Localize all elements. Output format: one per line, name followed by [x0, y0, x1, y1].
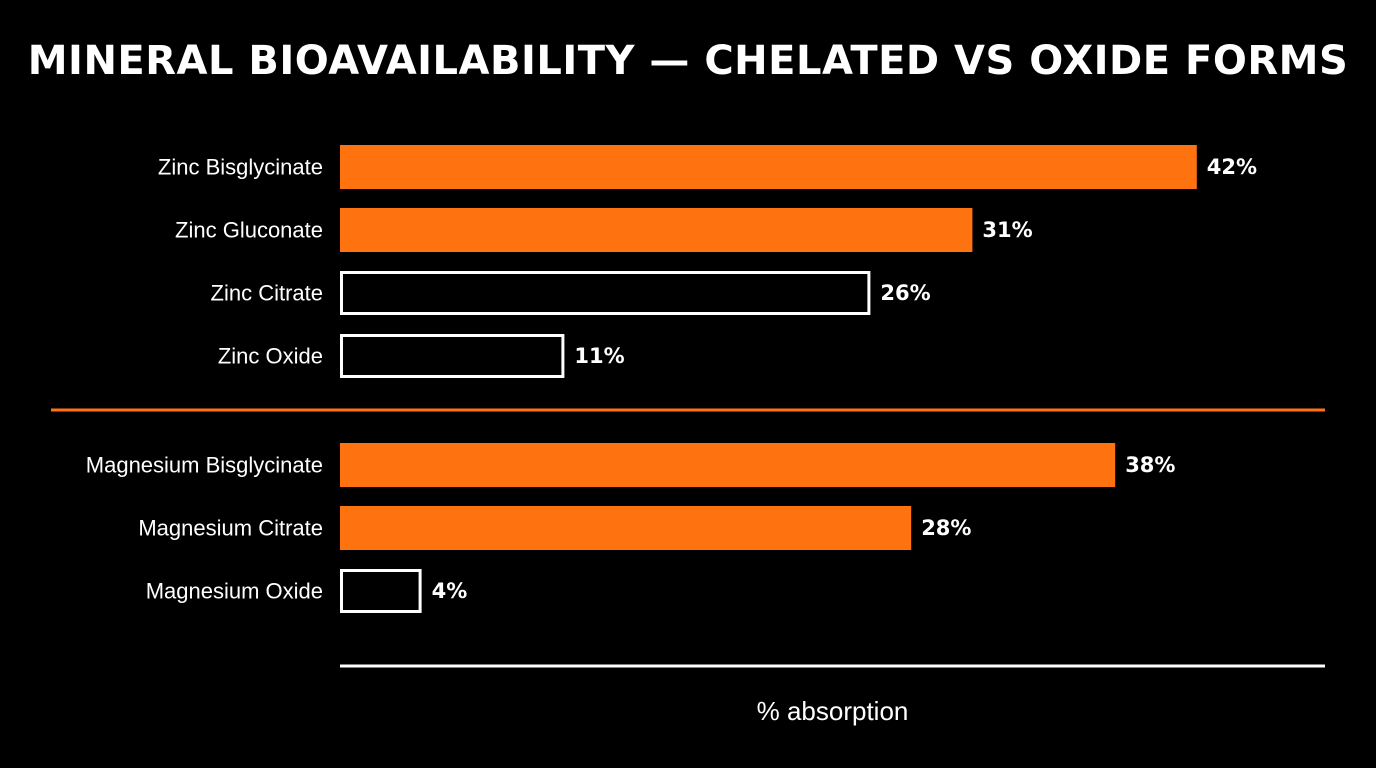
value-label-zinc-citrate: 26% — [880, 281, 930, 305]
bar-zinc-gluconate — [340, 208, 973, 252]
category-label-zinc-gluconate: Zinc Gluconate — [175, 218, 323, 243]
category-label-zinc-citrate: Zinc Citrate — [211, 281, 323, 306]
chart-title: MINERAL BIOAVAILABILITY — CHELATED VS OX… — [27, 38, 1349, 84]
category-label-magnesium-oxide: Magnesium Oxide — [146, 579, 323, 604]
value-label-zinc-gluconate: 31% — [982, 218, 1032, 242]
bar-magnesium-bisglycinate — [340, 443, 1116, 487]
value-label-zinc-bisglycinate: 42% — [1207, 155, 1257, 179]
bar-magnesium-citrate — [340, 506, 912, 550]
bar-magnesium-oxide — [340, 569, 422, 613]
category-label-magnesium-bisglycinate: Magnesium Bisglycinate — [86, 453, 323, 478]
bar-zinc-oxide — [340, 334, 565, 378]
value-label-magnesium-oxide: 4% — [432, 579, 468, 603]
bar-zinc-citrate — [340, 271, 871, 315]
value-label-zinc-oxide: 11% — [574, 344, 624, 368]
category-label-magnesium-citrate: Magnesium Citrate — [138, 516, 323, 541]
bar-zinc-bisglycinate — [340, 145, 1197, 189]
x-axis-label: % absorption — [757, 696, 909, 726]
value-label-magnesium-citrate: 28% — [921, 516, 971, 540]
category-label-zinc-oxide: Zinc Oxide — [218, 344, 323, 369]
category-label-zinc-bisglycinate: Zinc Bisglycinate — [158, 155, 323, 180]
value-label-magnesium-bisglycinate: 38% — [1125, 453, 1175, 477]
